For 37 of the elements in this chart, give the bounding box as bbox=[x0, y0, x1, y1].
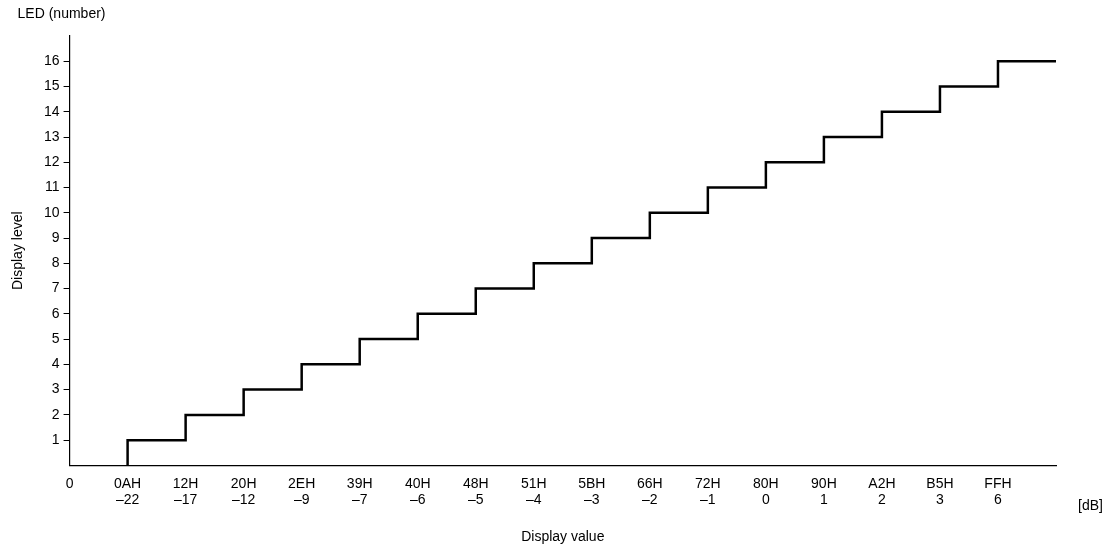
y-tick-label: 1 bbox=[51, 431, 60, 447]
y-tick-label: 9 bbox=[51, 228, 60, 245]
x-tick-label: 12H –17 bbox=[172, 474, 199, 508]
x-tick-label: 20H –12 bbox=[230, 474, 257, 508]
y-tick-label: 14 bbox=[43, 102, 60, 119]
x-axis-title: Display value bbox=[521, 527, 605, 544]
y-tick-label: 10 bbox=[43, 203, 60, 220]
y-tick-label: 12 bbox=[43, 153, 60, 170]
y-tick-label: 13 bbox=[43, 127, 60, 144]
y-axis-title: Display level bbox=[8, 211, 25, 290]
x-tick-label: 40H –6 bbox=[404, 474, 431, 508]
x-tick-label: 5BH –3 bbox=[578, 474, 606, 508]
y-tick-label: 4 bbox=[51, 355, 60, 372]
y-tick-label: 6 bbox=[51, 304, 60, 321]
x-tick-label: 2EH –9 bbox=[288, 474, 316, 508]
y-tick-label: 3 bbox=[51, 380, 60, 397]
x-tick-label: FFH 6 bbox=[984, 474, 1012, 508]
y-tick-label: 7 bbox=[51, 279, 60, 296]
x-tick-label: 48H –5 bbox=[462, 474, 489, 508]
x-tick-label: 90H 1 bbox=[811, 474, 837, 508]
text: [dB] bbox=[1078, 497, 1103, 514]
y-tick-label: 15 bbox=[43, 77, 60, 94]
x-tick-label: 72H –1 bbox=[695, 474, 721, 508]
x-tick-label: 66H –2 bbox=[636, 474, 663, 508]
y-tick-label: 2 bbox=[51, 405, 60, 422]
x-tick-label: 0AH –22 bbox=[113, 474, 142, 508]
x-tick-label: 39H –7 bbox=[346, 474, 373, 508]
y-tick-label: 5 bbox=[51, 329, 60, 346]
y-tick-label: 16 bbox=[43, 52, 60, 69]
chart-title: LED (number) bbox=[17, 4, 106, 21]
x-tick-label: 0 bbox=[65, 474, 74, 491]
y-tick-label: 11 bbox=[45, 178, 60, 195]
y-tick-label: 8 bbox=[51, 254, 60, 271]
x-tick-label: 51H –4 bbox=[520, 474, 547, 508]
x-tick-label: 80H 0 bbox=[753, 474, 779, 508]
x-tick-label: A2H 2 bbox=[868, 474, 896, 508]
x-tick-label: B5H 3 bbox=[926, 474, 954, 508]
